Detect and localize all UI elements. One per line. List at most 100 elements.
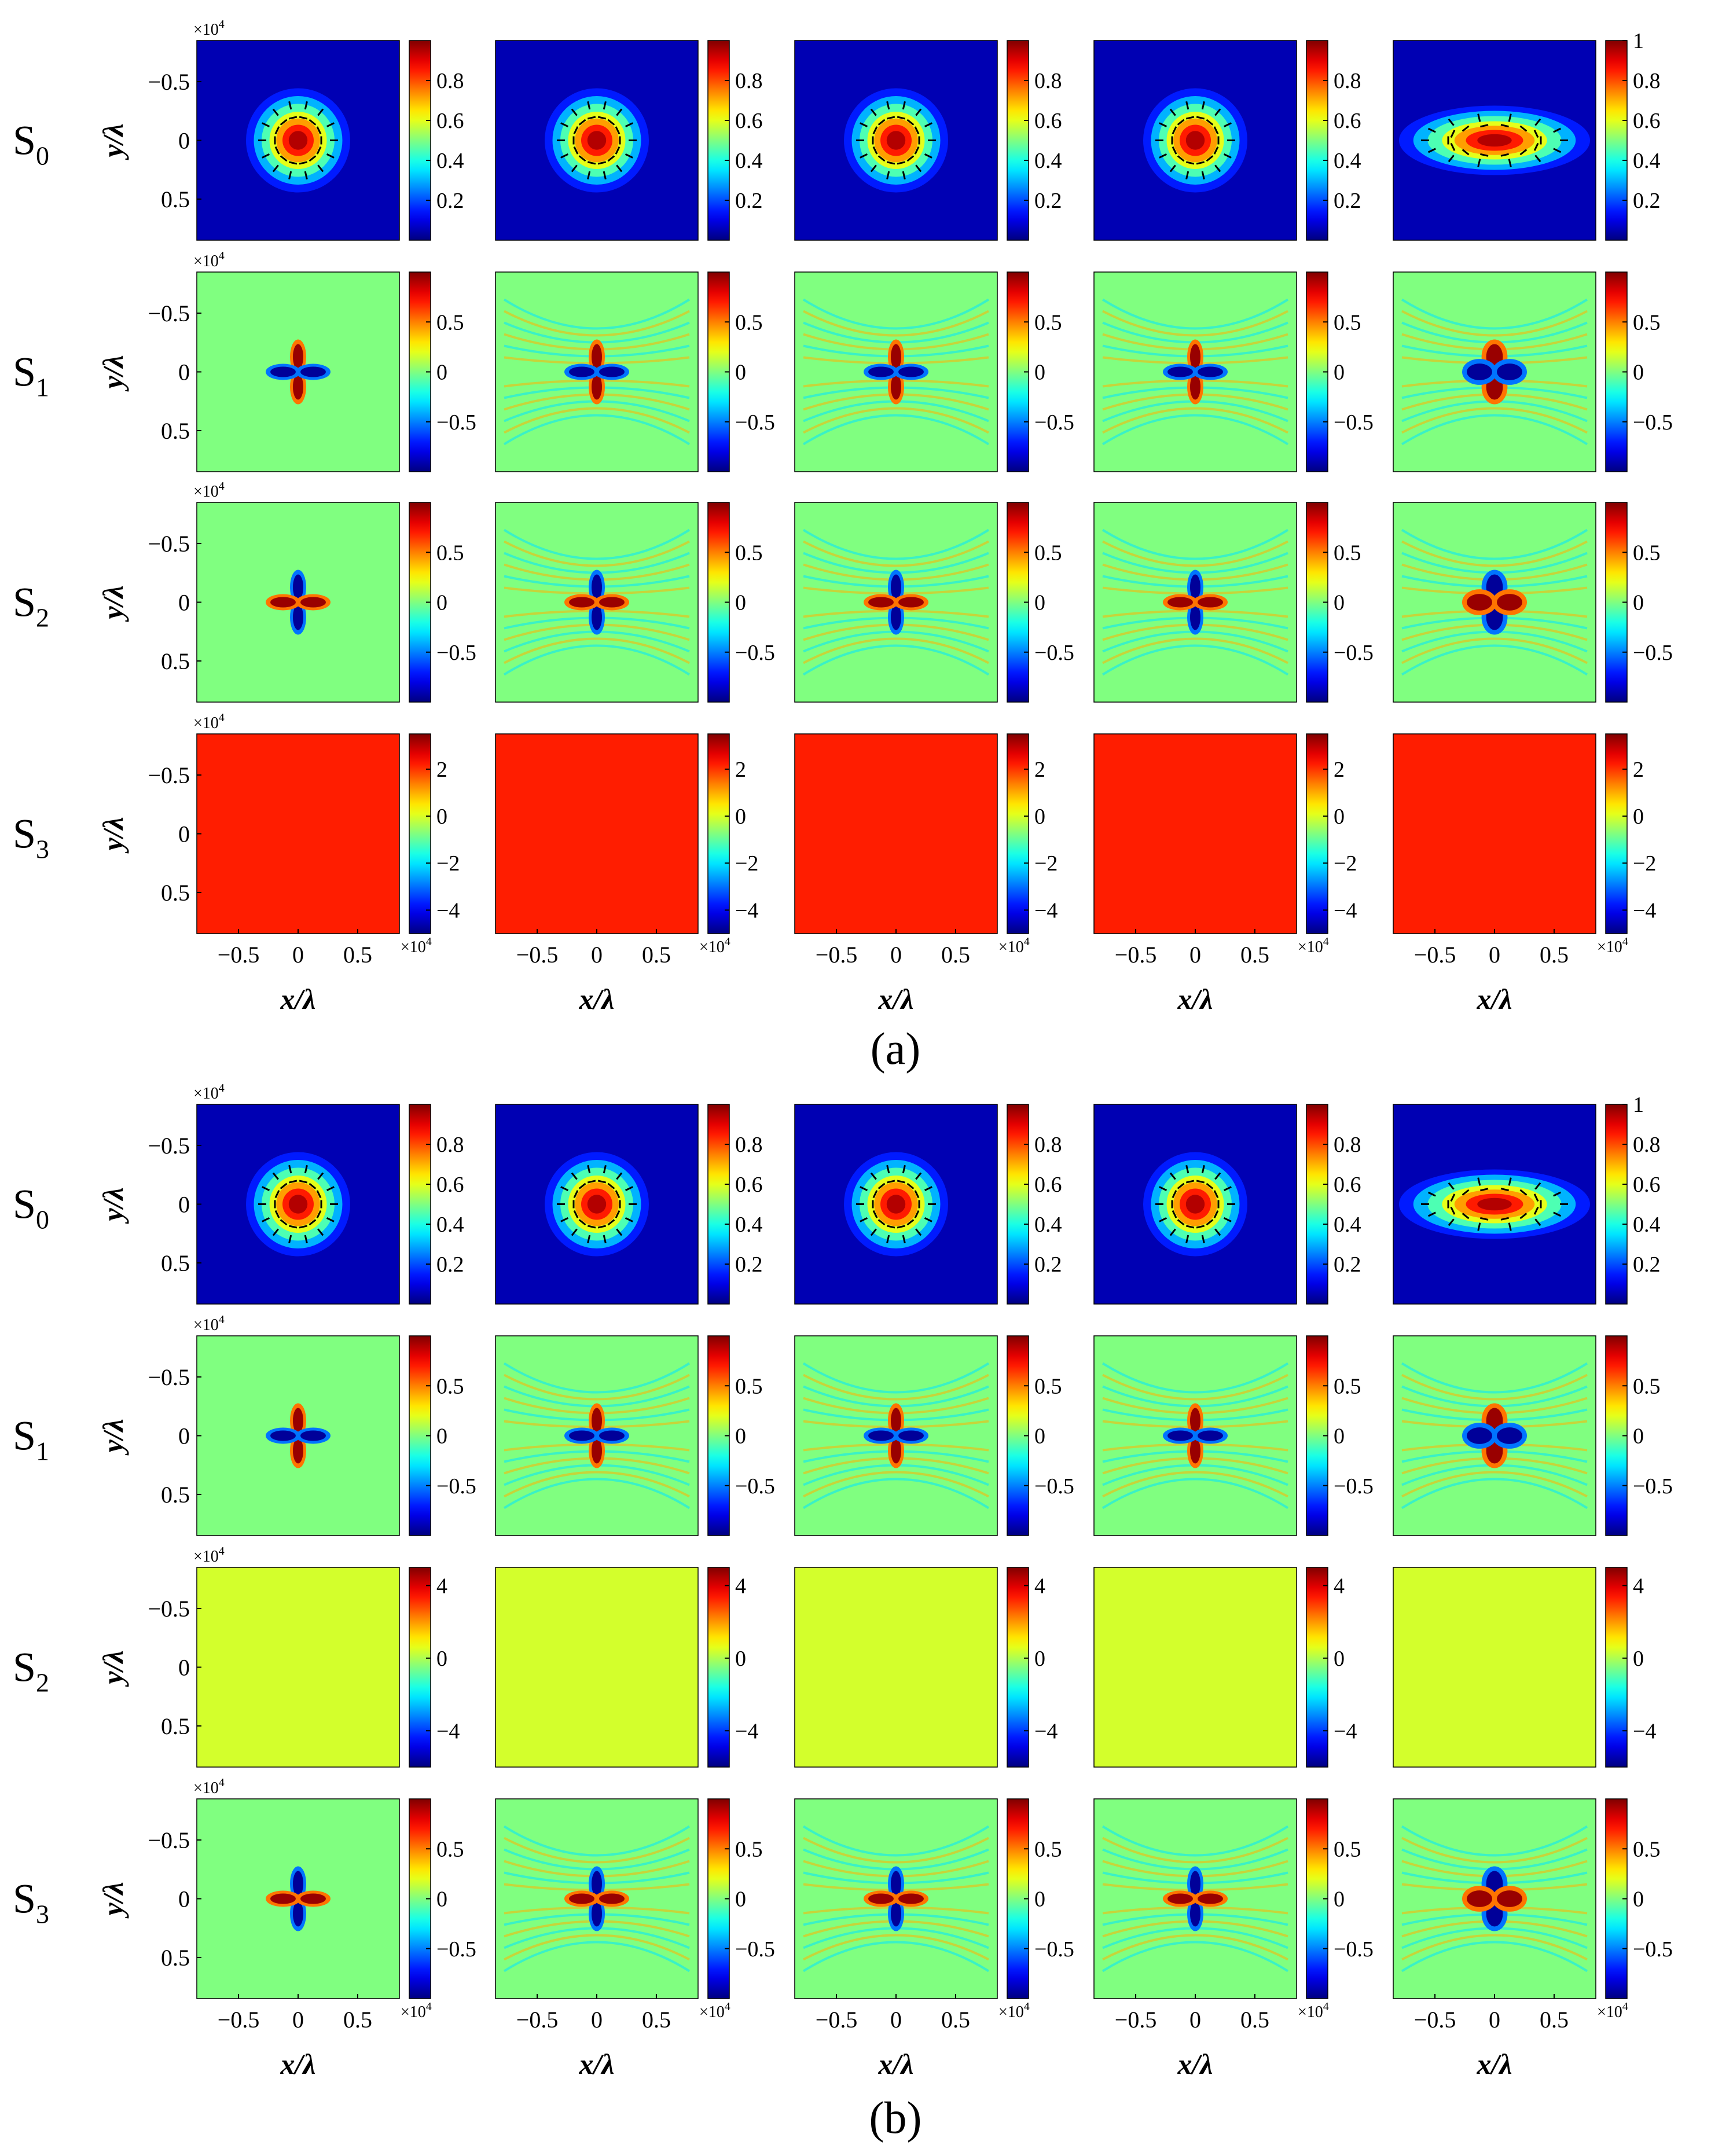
y-tick-label: 0	[178, 128, 190, 154]
x-tick-label: −0.5	[816, 942, 858, 968]
row-label: S2	[13, 579, 49, 633]
x-scale-label: ×104	[998, 2000, 1030, 2021]
polarization-mark	[924, 122, 932, 127]
polarization-mark	[571, 108, 578, 116]
colorbar-tick-label: 0	[735, 361, 746, 385]
plot-frame	[794, 1104, 998, 1305]
polarization-mark	[274, 1190, 280, 1199]
polarization-mark	[1213, 146, 1219, 155]
polarization-mark	[1213, 1190, 1219, 1199]
panel: S0 S1 S2 S3 (a)	[13, 117, 920, 1074]
colorbar-tick-label: 0.6	[436, 109, 464, 133]
lobe-core	[569, 597, 594, 608]
heatmap	[1393, 272, 1596, 472]
polarization-mark	[587, 1235, 591, 1244]
colorbar-tick-label: 0.6	[735, 109, 763, 133]
colorbar-tick-label: −0.5	[1334, 1474, 1374, 1498]
fringe-arc	[1401, 644, 1588, 676]
colorbar-tick-label: 0.4	[436, 1213, 464, 1237]
intensity-contour	[587, 1195, 607, 1214]
row-label: S3	[13, 1876, 49, 1929]
polarization-mark	[1427, 127, 1436, 133]
row-label-subscript: 3	[36, 835, 49, 864]
heatmap	[1094, 734, 1297, 934]
fringe-arc	[503, 414, 691, 446]
polarization-mark	[1214, 108, 1221, 116]
lobe-core	[599, 366, 625, 377]
heatmap	[495, 1799, 698, 1999]
polarization-mark	[571, 164, 578, 172]
polarization-mark	[587, 171, 591, 180]
lobe-core	[1190, 604, 1200, 630]
lobe-core	[569, 1893, 594, 1904]
polarization-mark	[897, 1180, 906, 1184]
lobe-core	[1497, 1427, 1522, 1444]
y-scale-exponent: 4	[219, 1082, 225, 1094]
plot-frame	[1393, 1104, 1596, 1305]
heatmap	[197, 41, 399, 240]
polarization-mark	[1169, 1228, 1176, 1236]
polarization-mark	[616, 164, 623, 172]
y-axis-label: y/λ	[97, 1882, 129, 1918]
polarization-mark	[886, 1225, 895, 1229]
polarization-mark	[597, 161, 607, 165]
colorbar-tick-label: 0.4	[735, 149, 763, 173]
colorbar-tick-label: 0.2	[1034, 1253, 1062, 1277]
polarization-mark	[262, 1217, 270, 1222]
polarization-mark	[915, 108, 922, 116]
polarization-mark	[272, 1228, 279, 1236]
lobe-core	[270, 1893, 296, 1904]
heatmap	[495, 502, 698, 702]
heatmap	[197, 502, 399, 702]
lobe-core	[1467, 1427, 1492, 1444]
heatmap	[795, 1799, 997, 1999]
intensity-contour	[587, 131, 607, 150]
plot-frame	[1393, 502, 1596, 703]
x-tick-label: 0	[890, 942, 902, 968]
colorbar-tick-label: 0.5	[1034, 1837, 1062, 1861]
polarization-mark	[597, 1180, 607, 1184]
colorbar-tick-label: −0.5	[1334, 1937, 1374, 1962]
lobe-core	[1167, 1893, 1193, 1904]
heatmap	[1393, 1799, 1596, 1999]
colorbar-tick-label: 0	[1034, 1887, 1045, 1912]
lobe-core	[868, 366, 894, 377]
polarization-mark	[280, 119, 288, 126]
lobe-core	[1198, 597, 1223, 608]
colorbar	[707, 1335, 730, 1536]
polarization-mark	[1508, 159, 1512, 167]
polarization-mark	[1462, 1189, 1470, 1196]
colorbar-tick-label: 0.8	[1034, 69, 1062, 93]
polarization-mark	[288, 1225, 298, 1229]
x-scale-exponent: 4	[426, 935, 432, 948]
polarization-mark	[1177, 155, 1185, 162]
colorbar-tick-label: 0.6	[1334, 109, 1361, 133]
colorbar-tick-label: 0.4	[1034, 1213, 1062, 1237]
panel-label: (b)	[869, 2092, 922, 2143]
polarization-mark	[1196, 161, 1205, 165]
lobe-core	[300, 597, 326, 608]
x-tick-label: 0.5	[1540, 2007, 1569, 2033]
colorbar-tick-label: 4	[1334, 1574, 1345, 1598]
polarization-mark	[1185, 161, 1195, 165]
colorbar-tick-label: −4	[436, 898, 460, 923]
heatmap-uniform	[795, 1567, 997, 1767]
polarization-mark	[1533, 130, 1539, 138]
y-tick-label: −0.5	[148, 762, 190, 788]
y-scale-label: ×104	[193, 1776, 225, 1797]
fringe-arc	[1401, 1478, 1588, 1509]
polarization-mark	[288, 1235, 292, 1244]
polarization-mark	[886, 171, 890, 180]
polarization-mark	[1185, 1225, 1195, 1229]
plot-frame	[495, 271, 699, 472]
polarization-mark	[571, 1228, 578, 1236]
lobe-core	[270, 366, 296, 377]
y-tick-label: 0	[178, 359, 190, 385]
polarization-mark	[1201, 101, 1205, 110]
polarization-mark	[1553, 148, 1562, 153]
polarization-mark	[1185, 1165, 1189, 1174]
heatmap-uniform	[1393, 734, 1596, 934]
fringe-arc	[802, 1825, 990, 1857]
polarization-mark	[1196, 116, 1205, 120]
x-scale-label: ×104	[699, 935, 730, 956]
